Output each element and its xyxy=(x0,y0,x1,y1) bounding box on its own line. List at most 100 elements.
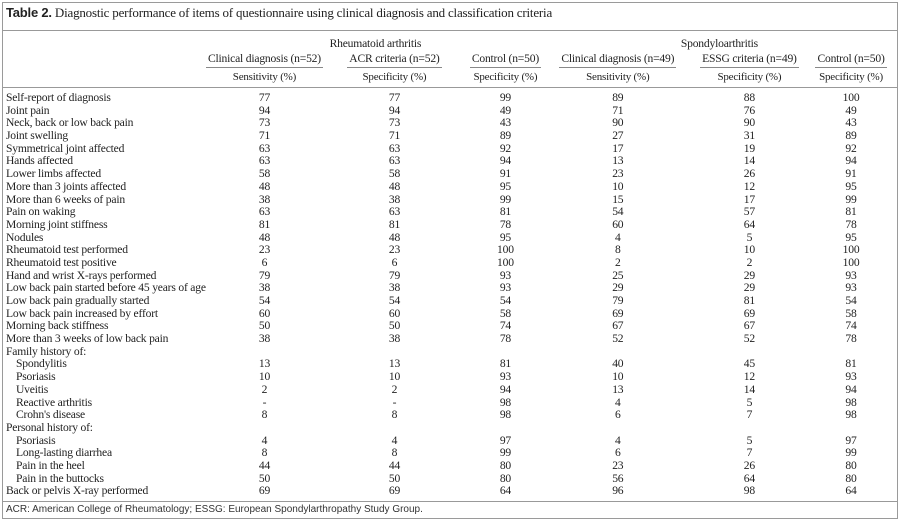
row-label: Hands affected xyxy=(6,154,73,168)
bottom-rule xyxy=(3,501,897,502)
cell-value: 38 xyxy=(258,281,271,295)
cell-value: 89 xyxy=(612,91,624,104)
cell-value: 69 xyxy=(388,484,401,498)
cell-value: 81 xyxy=(845,357,857,371)
cell-value: 99 xyxy=(845,446,857,460)
cell-value: 100 xyxy=(842,255,860,269)
cell-value: 94 xyxy=(499,154,512,168)
cell-value: 6 xyxy=(261,255,268,269)
cell-value: 49 xyxy=(499,103,512,117)
cell-value: 4 xyxy=(614,230,621,244)
table-body: Self-report of diagnosis 77 77 99 89 88 100 Joi… xyxy=(6,91,894,498)
table-row: Joint pain 94 94 49 71 76 49 xyxy=(6,103,894,118)
row-label: Rheumatoid test performed xyxy=(6,243,128,257)
cell-value: 94 xyxy=(845,154,857,168)
table-row: Neck, back or low back pain 73 73 43 90 90 43 xyxy=(6,117,894,130)
cell-value: 48 xyxy=(388,230,401,244)
cell-value: 77 xyxy=(388,91,401,104)
cell-value: 78 xyxy=(499,332,512,346)
cell-value: 8 xyxy=(391,408,398,422)
cell-value: 60 xyxy=(258,306,271,320)
cell-value: 64 xyxy=(743,471,755,485)
table-row: Psoriasis 10 10 93 10 12 93 xyxy=(6,370,894,384)
cell-value: 49 xyxy=(845,103,857,117)
cell-value: 45 xyxy=(743,357,755,371)
cell-value: 92 xyxy=(499,141,512,155)
cell-value: 100 xyxy=(842,91,860,104)
cell-value: 54 xyxy=(612,205,624,219)
table-caption: Diagnostic performance of items of quest… xyxy=(54,5,553,20)
cell-value: 93 xyxy=(845,268,857,282)
cell-value: 4 xyxy=(261,433,268,447)
cell-value: 43 xyxy=(499,116,512,130)
group-rheumatoid-arthritis: Rheumatoid arthritis xyxy=(329,36,422,50)
cell-value: 90 xyxy=(612,116,624,130)
table-row: Rheumatoid test performed 23 23 100 8 10 100 xyxy=(6,244,894,257)
cell-value: 52 xyxy=(743,332,755,346)
column-header: ESSG criteria (n=49) xyxy=(700,52,799,68)
cell-value: 91 xyxy=(845,167,857,181)
cell-value: 6 xyxy=(614,408,621,422)
metric-header: Sensitivity (%) xyxy=(232,71,297,83)
cell-value: 95 xyxy=(499,230,512,244)
cell-value: 6 xyxy=(614,446,621,460)
column-header: ACR criteria (n=52) xyxy=(347,52,442,68)
table-row: Crohn's disease 8 8 98 6 7 98 xyxy=(6,408,894,422)
cell-value: 63 xyxy=(258,205,271,219)
cell-value: 14 xyxy=(743,154,755,168)
cell-value: 19 xyxy=(743,141,755,155)
row-label: Back or pelvis X-ray performed xyxy=(6,484,149,498)
cell-value: 5 xyxy=(746,433,753,447)
cell-value: 80 xyxy=(499,471,512,485)
table-title: Table 2. Diagnostic performance of items… xyxy=(6,5,552,21)
table-row: Low back pain increased by effort 60 60 58 6… xyxy=(6,306,894,321)
row-label: Morning back stiffness xyxy=(6,319,109,333)
cell-value: 78 xyxy=(845,217,857,231)
cell-value: 100 xyxy=(842,243,860,257)
row-label: Long-lasting diarrhea xyxy=(16,446,112,460)
table-row: Pain in the buttocks 50 50 80 56 64 80 xyxy=(6,471,894,486)
row-label: Lower limbs affected xyxy=(6,167,101,181)
cell-value: 2 xyxy=(746,255,753,269)
column-header: Control (n=50) xyxy=(469,52,541,68)
row-label: Neck, back or low back pain xyxy=(6,116,134,130)
cell-value: 10 xyxy=(743,243,755,257)
metric-header-row: Sensitivity (%) Specificity (%) Specific… xyxy=(6,68,894,86)
cell-value xyxy=(808,422,894,435)
cell-value: 78 xyxy=(845,332,857,346)
cell-value: 17 xyxy=(743,192,755,206)
cell-value: 50 xyxy=(388,319,401,333)
table-row: Hands affected 63 63 94 13 14 94 xyxy=(6,155,894,168)
cell-value: 96 xyxy=(612,484,624,498)
cell-value: 71 xyxy=(258,129,271,143)
cell-value: 97 xyxy=(499,433,512,447)
cell-value: 2 xyxy=(391,382,398,396)
cell-value: 10 xyxy=(612,370,624,384)
cell-value: 81 xyxy=(499,357,512,371)
table-row: Pain in the heel 44 44 80 23 26 80 xyxy=(6,458,894,473)
cell-value: 94 xyxy=(499,382,512,396)
cell-value: 15 xyxy=(612,192,624,206)
metric-header: Specificity (%) xyxy=(362,71,427,83)
cell-value: 50 xyxy=(258,319,271,333)
cell-value: 99 xyxy=(499,192,512,206)
cell-value: 38 xyxy=(388,332,401,346)
cell-value: 25 xyxy=(612,268,624,282)
cell-value: 38 xyxy=(258,332,271,346)
cell-value: 8 xyxy=(261,408,268,422)
cell-value: 94 xyxy=(258,103,271,117)
cell-value: 93 xyxy=(499,370,512,384)
cell-value: 12 xyxy=(743,179,755,193)
cell-value: 54 xyxy=(499,294,512,307)
cell-value: 12 xyxy=(743,370,755,384)
cell-value: 13 xyxy=(612,382,624,396)
cell-value: 91 xyxy=(499,167,512,181)
table-row: Psoriasis 4 4 97 4 5 97 xyxy=(6,433,894,448)
cell-value: 29 xyxy=(743,281,755,295)
cell-value: 64 xyxy=(743,217,755,231)
table-row: Hand and wrist X-rays performed 79 79 93 25 2… xyxy=(6,268,894,283)
row-label: Hand and wrist X-rays performed xyxy=(6,268,157,282)
row-label: Low back pain gradually started xyxy=(6,294,150,307)
cell-value: 100 xyxy=(497,255,514,269)
cell-value: 80 xyxy=(499,458,512,472)
